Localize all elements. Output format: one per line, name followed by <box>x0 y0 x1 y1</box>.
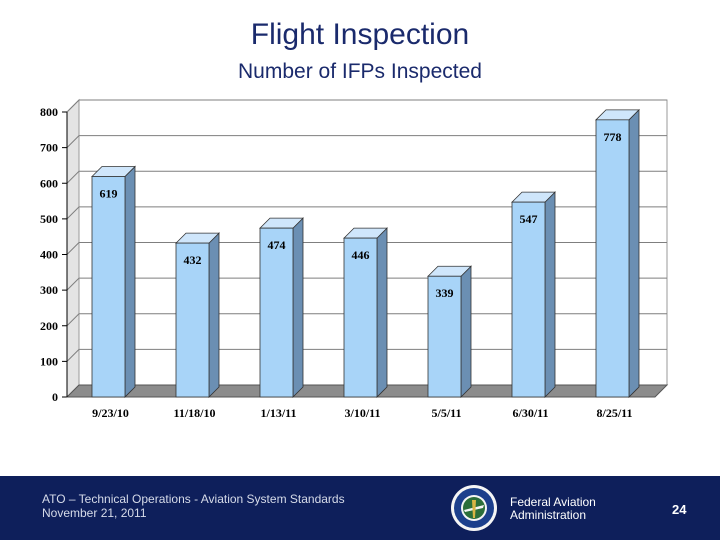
y-tick-label: 300 <box>40 283 58 297</box>
gridline <box>66 135 667 148</box>
data-label: 547 <box>520 212 538 226</box>
data-label: 474 <box>268 238 286 252</box>
data-label: 619 <box>100 186 118 200</box>
bar <box>511 201 546 398</box>
faa-name-line1: Federal Aviation <box>510 495 596 509</box>
page-number: 24 <box>672 502 687 517</box>
x-tick-label: 9/23/10 <box>92 406 129 420</box>
bar-side <box>376 227 388 398</box>
y-tick-label: 500 <box>40 212 58 226</box>
bar-side <box>124 165 136 398</box>
slide-title: Flight Inspection <box>250 18 470 51</box>
gridline <box>66 99 667 113</box>
x-tick-label: 3/10/11 <box>344 406 380 420</box>
gridline <box>66 242 667 255</box>
faa-name: Federal Aviation Administration <box>510 496 596 522</box>
y-tick-label: 0 <box>52 390 58 404</box>
x-tick-label: 1/13/11 <box>260 406 296 420</box>
faa-seal-icon <box>451 485 497 531</box>
bar <box>259 227 294 398</box>
data-label: 778 <box>604 130 622 144</box>
bar-side <box>208 232 220 398</box>
gridline <box>66 206 667 220</box>
bar <box>91 176 126 398</box>
bar <box>343 237 378 398</box>
x-tick-label: 8/25/11 <box>596 406 632 420</box>
bar <box>427 275 462 398</box>
bar-side <box>292 217 304 398</box>
bar-side <box>544 191 556 398</box>
y-tick-label: 600 <box>40 176 58 190</box>
x-tick-label: 6/30/11 <box>512 406 548 420</box>
footer-bar: ATO – Technical Operations - Aviation Sy… <box>0 476 720 540</box>
footer-date: November 21, 2011 <box>42 506 147 520</box>
y-tick-label: 700 <box>40 141 58 155</box>
x-tick-label: 5/5/11 <box>431 406 461 420</box>
footer-info: ATO – Technical Operations - Aviation Sy… <box>42 492 345 520</box>
y-tick-label: 100 <box>40 354 58 368</box>
gridline <box>66 170 667 184</box>
y-tick-label: 800 <box>40 105 58 119</box>
bar-chart: 0 100 200 300 400 500 600 700 800 619 9/23/10 432 11… <box>40 98 669 420</box>
bar <box>175 242 210 398</box>
bar <box>595 119 630 398</box>
faa-name-line2: Administration <box>510 508 587 522</box>
bar-side <box>460 265 472 398</box>
data-label: 339 <box>436 286 454 300</box>
bar-side <box>628 108 640 398</box>
y-tick-label: 200 <box>40 319 58 333</box>
data-label: 446 <box>352 248 370 262</box>
y-tick-label: 400 <box>40 248 58 262</box>
chart-subtitle: Number of IFPs Inspected <box>238 60 482 83</box>
footer-org: ATO – Technical Operations - Aviation Sy… <box>42 492 345 506</box>
x-tick-label: 11/18/10 <box>173 406 215 420</box>
data-label: 432 <box>184 253 202 267</box>
